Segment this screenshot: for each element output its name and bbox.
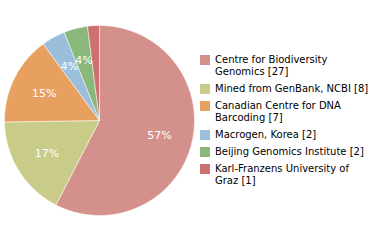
- svg-text:4%: 4%: [60, 60, 79, 74]
- svg-text:17%: 17%: [35, 147, 59, 160]
- svg-text:57%: 57%: [147, 129, 171, 142]
- html-text:Beijing Genomics Institute [2]: Beijing Genomics Institute [2]: [215, 145, 364, 157]
- html-text:Macrogen, Korea [2]: Macrogen, Korea [2]: [215, 128, 317, 140]
- html-text:Mined from GenBank, NCBI [8]: Mined from GenBank, NCBI [8]: [215, 82, 369, 94]
- svg-text:15%: 15%: [32, 87, 56, 100]
- svg-text:4%: 4%: [75, 54, 92, 67]
- html-text:Centre for Biodiversity Genomi: Centre for Biodiversity Genomics [27]: [215, 53, 328, 77]
- html-text:Karl-Franzens University of Gr: Karl-Franzens University of Graz [1]: [215, 162, 349, 186]
- html-text:Canadian Centre for DNA Barcod: Canadian Centre for DNA Barcoding [7]: [215, 99, 341, 123]
